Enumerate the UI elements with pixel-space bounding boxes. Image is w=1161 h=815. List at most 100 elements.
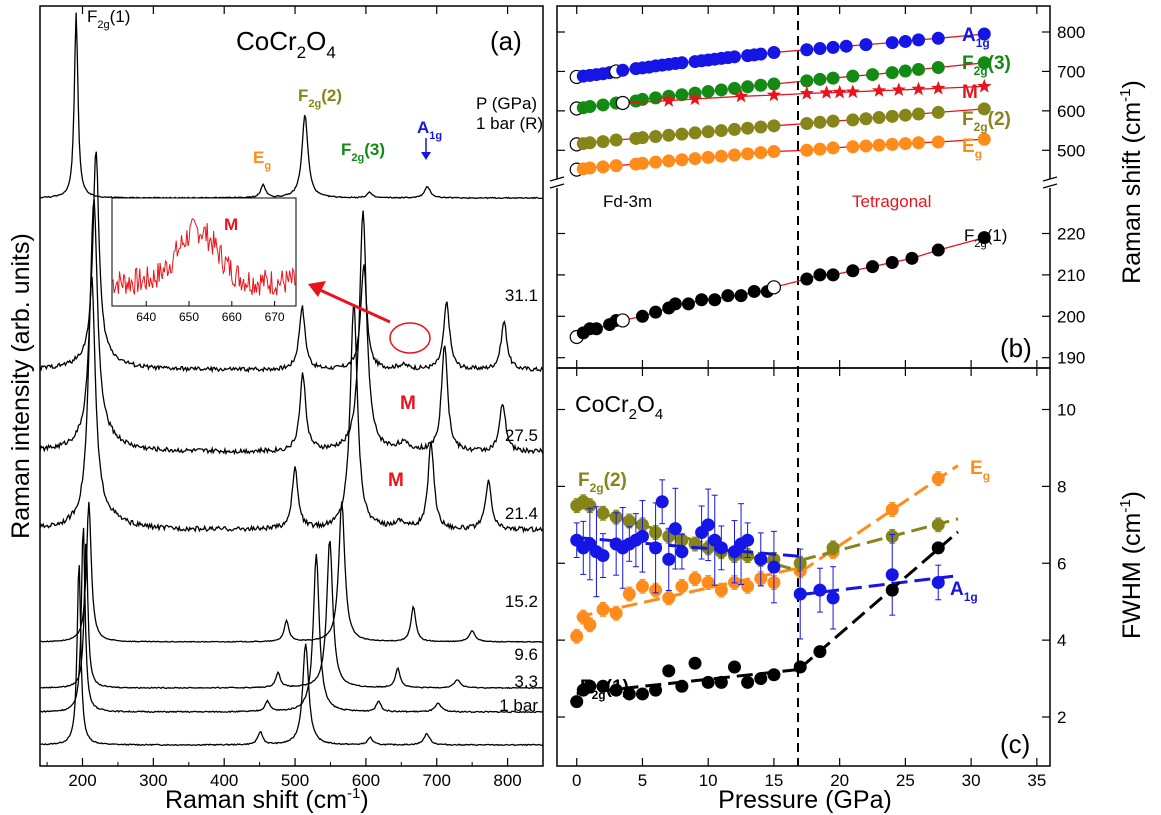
point-M: [615, 95, 630, 111]
y-tick-label: 200: [1057, 307, 1085, 326]
point-F2g(1): [609, 683, 623, 697]
point-F2g(2): [767, 119, 781, 133]
point-A1g: [635, 529, 649, 543]
pressure-label: 9.6: [514, 645, 538, 664]
x-tick-label: 600: [352, 771, 380, 790]
point-F2g(1): [714, 675, 728, 689]
point-A1g: [596, 549, 610, 563]
point-F2g(3): [826, 71, 840, 85]
point-F2g(2): [596, 135, 610, 149]
point-Eg: [741, 147, 755, 161]
point-Eg: [846, 140, 860, 154]
point-F2g(3): [767, 77, 781, 91]
point-F2g(1): [721, 289, 735, 303]
point-Eg: [570, 629, 584, 643]
point-A1g: [668, 522, 682, 536]
point-A1g: [616, 63, 630, 77]
panel-b-label: (b): [1000, 333, 1032, 363]
panel-a: 200 300 400 500 600 700 800 CoCr2O4 (a) P (GPa…: [7, 5, 544, 814]
point-F2g(1): [734, 289, 748, 303]
point-Eg: [688, 572, 702, 586]
point-F2g(1): [766, 280, 782, 295]
inset-tick-label: 670: [265, 310, 285, 324]
point-F2g(1): [688, 656, 702, 670]
point-A1g: [767, 560, 781, 574]
point-M: [766, 87, 782, 102]
point-F2g(2): [622, 514, 636, 528]
point-F2g(1): [813, 645, 827, 659]
point-Eg: [609, 606, 623, 620]
zoom-arrow-head: [308, 281, 326, 297]
point-Eg: [754, 146, 768, 160]
point-F2g(1): [846, 264, 860, 278]
point-F2g(1): [589, 322, 603, 336]
m-label-21-4: M: [388, 470, 404, 491]
panel-c-xlabel: Pressure (GPa): [718, 786, 892, 814]
point-Eg: [767, 144, 781, 158]
point-F2g(1): [885, 583, 899, 597]
point-Eg: [622, 587, 636, 601]
series-label-f2g1: F2g(1): [580, 677, 629, 702]
panel-c-compound: CoCr2O4: [575, 391, 663, 423]
point-F2g(1): [793, 660, 807, 674]
point-A1g: [754, 552, 768, 566]
point-A1g: [977, 27, 991, 41]
point-M: [687, 91, 703, 106]
peak-label-a1g: A1g: [417, 118, 442, 142]
point-M: [845, 84, 860, 98]
point-A1g: [885, 36, 899, 50]
m-label-27-5: M: [400, 393, 416, 414]
point-F2g(3): [885, 66, 899, 80]
point-Eg: [872, 138, 886, 152]
panel-b: 500 600 700 800 190 200 210 220 Fd-3m Tetragona…: [549, 5, 1146, 369]
point-A1g: [912, 33, 926, 47]
point-A1g: [701, 518, 715, 532]
point-A1g: [839, 39, 853, 53]
point-F2g(1): [767, 668, 781, 682]
point-F2g(1): [800, 272, 814, 286]
point-Eg: [741, 579, 755, 593]
point-F2g(1): [741, 675, 755, 689]
point-M: [931, 80, 946, 95]
phase-label-tetragonal: Tetragonal: [852, 192, 931, 211]
point-Eg: [675, 153, 689, 167]
y-tick-label: 6: [1057, 554, 1066, 573]
point-A1g: [813, 583, 827, 597]
point-F2g(2): [741, 121, 755, 135]
point-F2g(1): [583, 679, 597, 693]
point-F2g(1): [905, 251, 919, 265]
point-Eg: [800, 143, 814, 157]
point-F2g(1): [826, 268, 840, 282]
panel-a-xlabel: Raman shift (cm-1): [165, 785, 369, 814]
mode-label-m: M: [962, 82, 978, 103]
peak-label-f2g2: F2g(2): [298, 86, 342, 110]
point-A1g: [662, 552, 676, 566]
point-Eg: [583, 161, 597, 175]
panel-c-series: [570, 464, 959, 709]
point-F2g(3): [912, 62, 926, 76]
point-Eg: [675, 579, 689, 593]
inset: 640 650 660 670 M: [111, 197, 297, 324]
point-F2g(3): [701, 85, 715, 99]
peak-label-f2g3: F2g(3): [341, 140, 385, 164]
inset-m-label: M: [224, 215, 238, 234]
panel-b-frame: [556, 5, 1051, 369]
pressure-label-1-bar-r: 1 bar (R): [476, 114, 543, 133]
a1g-arrow-head: [421, 152, 431, 160]
point-Eg: [714, 583, 728, 597]
point-F2g(1): [727, 660, 741, 674]
point-F2g(3): [977, 56, 991, 70]
point-F2g(1): [885, 255, 899, 269]
point-Eg: [931, 135, 945, 149]
point-F2g(1): [649, 683, 663, 697]
x-tick-label: 15: [764, 771, 783, 790]
peak-label-f2g1: F2g(1): [87, 7, 130, 31]
point-A1g: [859, 38, 873, 52]
spectrum-15-2: [39, 501, 543, 644]
inset-tick-label: 650: [179, 310, 199, 324]
point-F2g(3): [931, 60, 945, 74]
point-Eg: [596, 602, 610, 616]
x-tick-label: 30: [962, 771, 981, 790]
point-F2g(2): [596, 506, 610, 520]
spectrum-21-4: [39, 276, 544, 534]
